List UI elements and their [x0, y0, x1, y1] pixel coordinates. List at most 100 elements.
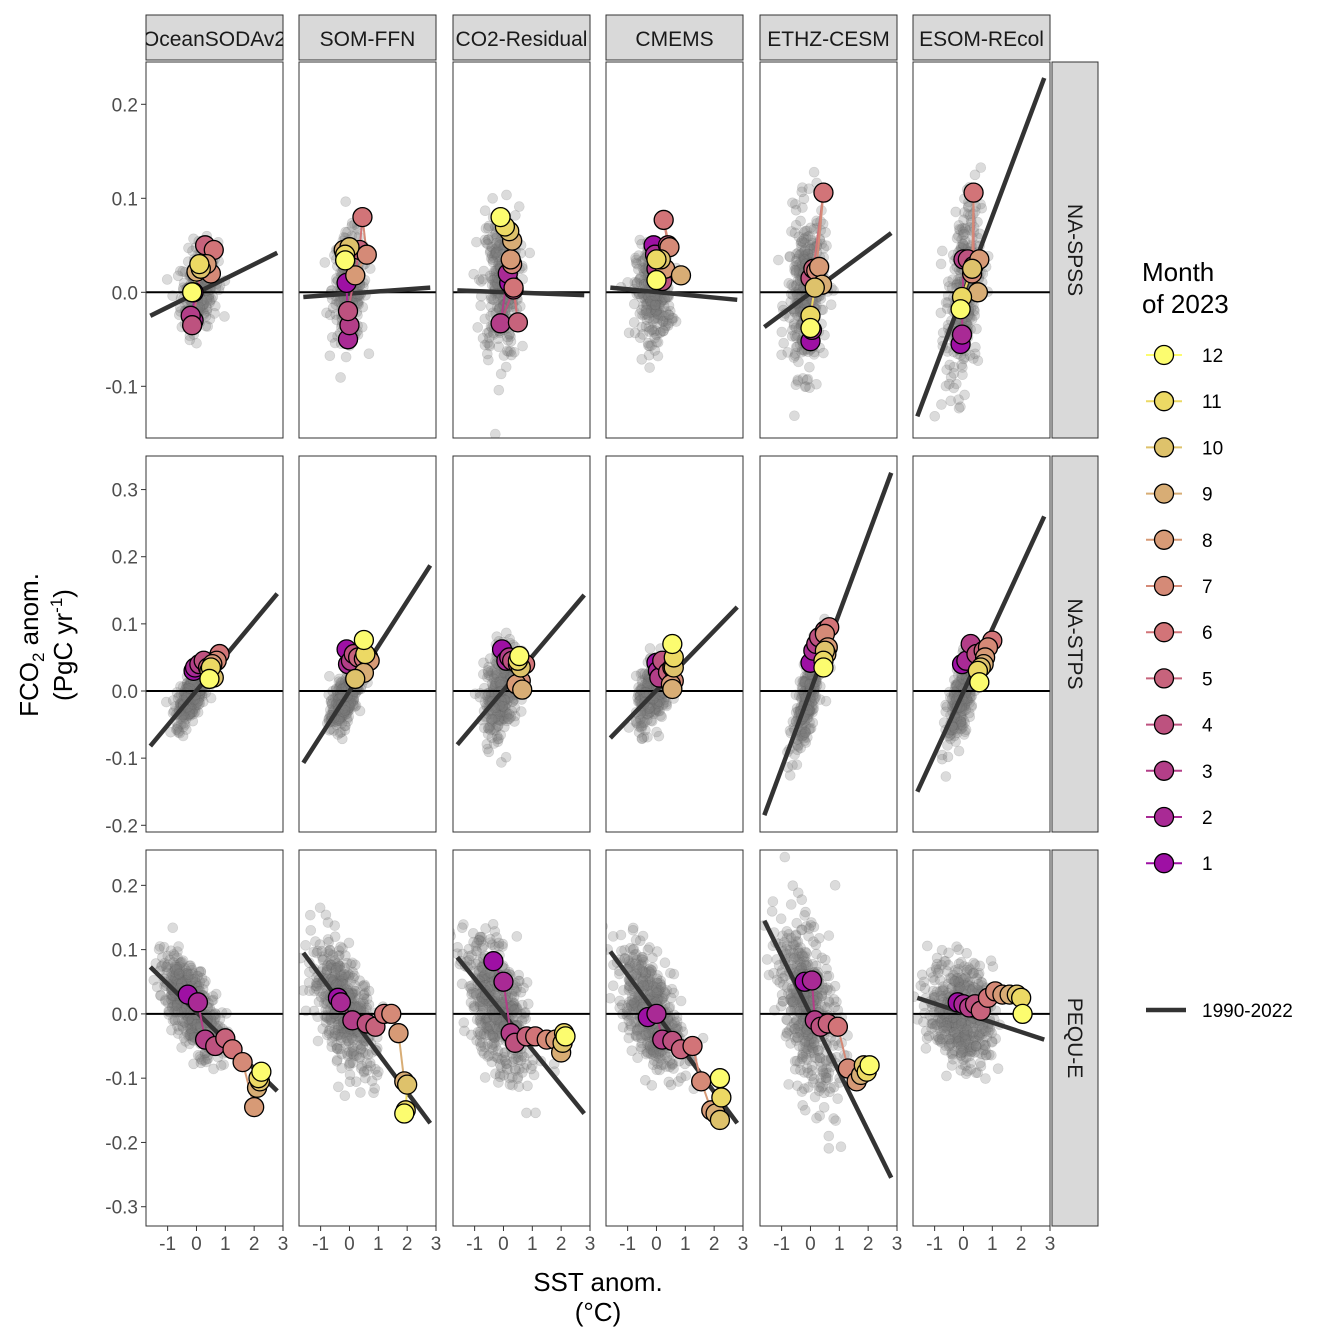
facet-panel	[912, 455, 1051, 833]
cloud-point	[354, 1052, 366, 1064]
cloud-point	[169, 950, 180, 962]
facet-panel	[298, 61, 437, 439]
cloud-point	[315, 991, 327, 1003]
cloud-point	[802, 673, 813, 684]
cloud-point	[484, 332, 495, 343]
cloud-point	[184, 960, 195, 972]
cloud-point	[336, 970, 347, 982]
cloud-point	[504, 329, 515, 340]
cloud-point	[636, 733, 648, 744]
cloud-point	[639, 717, 650, 728]
cloud-point	[798, 253, 809, 265]
cloud-point	[956, 722, 968, 734]
cloud-point	[314, 939, 326, 950]
cloud-point	[652, 313, 664, 324]
cloud-point	[642, 309, 653, 321]
cloud-point	[958, 228, 970, 240]
cloud-point	[958, 705, 970, 717]
cloud-point	[656, 294, 668, 306]
cloud-point	[193, 981, 205, 992]
cloud-point	[190, 703, 201, 714]
cloud-point	[487, 256, 499, 268]
cloud-point	[325, 959, 337, 970]
month-point	[646, 269, 667, 291]
cloud-point	[343, 704, 354, 715]
cloud-point	[181, 1026, 192, 1037]
cloud-point	[482, 238, 493, 250]
cloud-point	[180, 965, 192, 977]
cloud-point	[496, 673, 507, 684]
cloud-point	[653, 730, 665, 742]
cloud-point	[349, 959, 361, 971]
cloud-point	[329, 1024, 340, 1036]
cloud-point	[478, 668, 489, 680]
cloud-point	[189, 1014, 200, 1026]
cloud-point	[331, 1056, 343, 1067]
facet-panel	[759, 61, 898, 439]
cloud-point	[479, 722, 490, 734]
cloud-point	[321, 966, 333, 977]
cloud-point	[499, 694, 510, 706]
cloud-point	[482, 722, 494, 734]
cloud-point	[795, 248, 806, 260]
cloud-point	[364, 1057, 376, 1069]
cloud-point	[632, 718, 643, 729]
cloud-point	[360, 1047, 371, 1059]
cloud-point	[359, 981, 371, 992]
cloud-point	[484, 724, 496, 736]
cloud-point	[488, 274, 500, 285]
cloud-point	[347, 987, 359, 999]
cloud-point	[491, 247, 502, 259]
cloud-point	[197, 299, 208, 311]
cloud-point	[339, 1027, 351, 1039]
cloud-point	[956, 719, 968, 730]
cloud-point	[336, 1062, 348, 1074]
cloud-point	[481, 738, 493, 750]
cloud-point	[658, 697, 670, 709]
cloud-point	[648, 708, 660, 720]
cloud-point	[332, 1030, 343, 1041]
cloud-point	[299, 985, 309, 996]
cloud-point	[166, 1002, 178, 1014]
cloud-point	[162, 965, 174, 976]
cloud-point	[484, 720, 496, 732]
cloud-point	[308, 946, 319, 958]
cloud-point	[948, 361, 960, 373]
cloud-point	[355, 1087, 366, 1098]
cloud-point	[957, 238, 968, 250]
facet-panel	[298, 455, 437, 833]
cloud-point	[352, 1039, 363, 1050]
cloud-point	[332, 963, 344, 975]
cloud-point	[646, 294, 657, 306]
cloud-point	[162, 997, 174, 1009]
cloud-point	[473, 274, 485, 285]
cloud-point	[955, 708, 967, 720]
cloud-point	[802, 373, 814, 385]
cloud-point	[358, 989, 370, 1000]
cloud-point	[495, 671, 507, 683]
cloud-point	[333, 1029, 344, 1041]
cloud-point	[652, 695, 664, 706]
cloud-point	[468, 268, 480, 280]
cloud-point	[654, 696, 665, 708]
cloud-point	[658, 315, 669, 327]
panel-content	[760, 166, 897, 422]
cloud-point	[960, 224, 972, 235]
cloud-point	[157, 951, 168, 963]
cloud-point	[632, 692, 643, 704]
cloud-point	[661, 699, 672, 710]
cloud-point	[180, 713, 192, 725]
cloud-point	[335, 1034, 347, 1046]
cloud-point	[957, 705, 968, 717]
cloud-point	[327, 972, 338, 983]
panel-content	[299, 196, 436, 383]
cloud-point	[650, 303, 661, 314]
month-point	[813, 657, 834, 678]
cloud-point	[337, 972, 349, 983]
facet-panel	[605, 61, 744, 439]
cloud-point	[348, 693, 360, 705]
cloud-point	[169, 1014, 181, 1026]
cloud-point	[492, 708, 503, 720]
cloud-point	[330, 964, 342, 976]
trend-line	[149, 250, 279, 318]
